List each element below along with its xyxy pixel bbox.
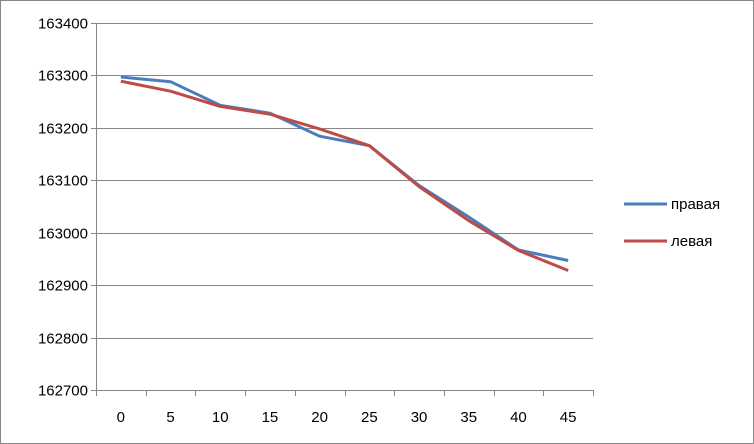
x-tick-label: 20 [311,409,328,426]
x-tick-label: 25 [361,409,378,426]
x-tick-label: 5 [166,409,174,426]
y-tick-labels: 162700 162800 162900 163000 163100 163200 1633… [38,16,88,400]
x-tick-label: 15 [262,409,279,426]
legend-label-0: правая [671,196,720,213]
legend: правая левая [624,196,720,250]
gridlines [96,23,593,339]
series-line-0 [120,75,569,262]
x-tick-labels: 0 5 10 15 20 25 30 35 40 45 [117,409,577,426]
legend-label-1: левая [671,233,712,250]
y-tick-label: 163300 [38,68,88,85]
y-tick-label: 162800 [38,331,88,348]
x-tick-label: 30 [411,409,428,426]
x-tick-label: 35 [460,409,477,426]
y-tick-label: 163100 [38,173,88,190]
y-tick-label: 162700 [38,383,88,400]
y-tick-label: 163400 [38,16,88,33]
axes [91,23,594,396]
series-lines [120,75,569,272]
series-line-1 [120,79,569,272]
x-tick-label: 10 [212,409,229,426]
y-tick-label: 163200 [38,121,88,138]
x-tick-label: 40 [510,409,527,426]
x-tick-label: 45 [560,409,577,426]
y-tick-label: 163000 [38,226,88,243]
y-tick-label: 162900 [38,278,88,295]
x-tick-label: 0 [117,409,125,426]
